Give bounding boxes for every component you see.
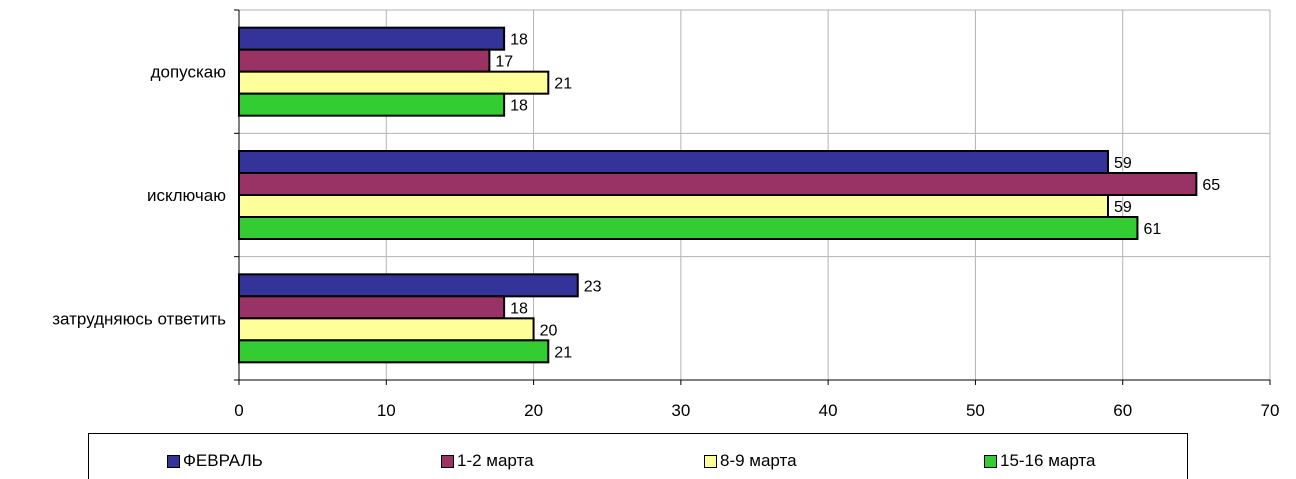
bar <box>238 317 535 342</box>
x-tick-label: 50 <box>966 401 985 420</box>
category-label: исключаю <box>147 186 226 205</box>
data-label: 21 <box>554 76 572 93</box>
legend-swatch-march-15-16 <box>984 454 997 468</box>
legend-label-february: ФЕВРАЛЬ <box>183 451 263 470</box>
bar <box>238 216 1139 240</box>
x-tick-label: 70 <box>1261 401 1280 420</box>
legend-label-march-15-16: 15-16 марта <box>1000 451 1096 470</box>
data-label: 61 <box>1143 221 1161 238</box>
data-label: 59 <box>1114 199 1132 216</box>
legend-item-march-15-16: 15-16 марта <box>984 451 1095 471</box>
x-tick-label: 0 <box>234 401 243 420</box>
data-label: 21 <box>554 344 572 361</box>
data-label: 18 <box>510 32 528 49</box>
data-labels: 18 17 21 18 59 65 59 61 23 18 20 21 <box>495 32 1220 362</box>
x-tick-label: 30 <box>671 401 690 420</box>
bar <box>238 339 550 364</box>
data-label: 18 <box>510 300 528 317</box>
bar <box>238 295 506 320</box>
axes: допускаю исключаю затрудняюсь ответить 0 10 2… <box>52 9 1280 420</box>
bar <box>238 172 1198 196</box>
legend-swatch-march-1-2 <box>441 454 454 468</box>
legend-swatch-february <box>167 454 180 468</box>
category-label: затрудняюсь ответить <box>52 309 226 328</box>
x-tick-label: 60 <box>1113 401 1132 420</box>
legend: ФЕВРАЛЬ 1-2 марта 8-9 марта 15-16 марта <box>88 433 1188 479</box>
data-label: 17 <box>495 54 513 71</box>
legend-swatch-march-8-9 <box>704 454 717 468</box>
bars <box>238 26 1198 364</box>
data-label: 59 <box>1114 155 1132 172</box>
x-tick-label: 40 <box>819 401 838 420</box>
bar <box>238 194 1109 218</box>
x-tick-label: 10 <box>377 401 396 420</box>
bar <box>238 70 550 95</box>
bar <box>238 150 1109 174</box>
legend-item-february: ФЕВРАЛЬ <box>167 451 263 471</box>
legend-item-march-1-2: 1-2 марта <box>441 451 534 471</box>
data-label: 18 <box>510 98 528 115</box>
bar <box>238 273 579 298</box>
data-label: 23 <box>584 278 602 295</box>
legend-label-march-8-9: 8-9 марта <box>720 451 797 470</box>
x-tick-label: 20 <box>524 401 543 420</box>
data-label: 20 <box>540 322 558 339</box>
legend-label-march-1-2: 1-2 марта <box>457 451 534 470</box>
bar <box>238 26 506 51</box>
legend-item-march-8-9: 8-9 марта <box>704 451 797 471</box>
data-label: 65 <box>1202 177 1220 194</box>
bar <box>238 48 491 73</box>
bar <box>238 92 506 117</box>
category-label: допускаю <box>151 63 227 82</box>
bar-chart: допускаю исключаю затрудняюсь ответить 0 10 2… <box>52 9 1280 420</box>
